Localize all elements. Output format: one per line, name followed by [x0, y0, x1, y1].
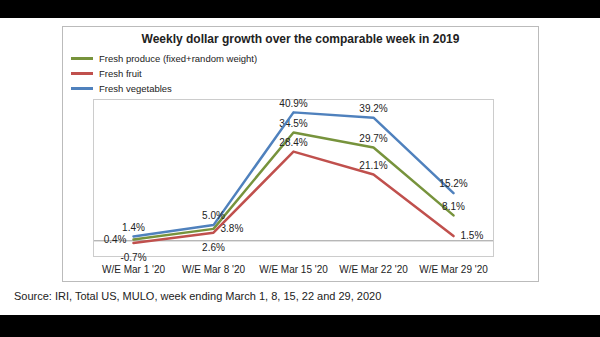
svg-text:40.9%: 40.9%: [279, 98, 307, 109]
svg-text:8.1%: 8.1%: [442, 201, 465, 212]
html-text:Fresh fruit: Fresh fruit: [99, 68, 142, 79]
svg-text:W/E Mar 29 '20: W/E Mar 29 '20: [419, 264, 488, 275]
svg-text:3.8%: 3.8%: [221, 223, 244, 234]
svg-text:2.6%: 2.6%: [202, 242, 225, 253]
svg-text:29.7%: 29.7%: [359, 133, 387, 144]
svg-text:1.5%: 1.5%: [461, 230, 484, 241]
html-text:Fresh produce (fixed+random we: Fresh produce (fixed+random weight): [99, 53, 258, 64]
svg-text:39.2%: 39.2%: [359, 103, 387, 114]
svg-text:34.5%: 34.5%: [279, 117, 308, 129]
svg-text:W/E Mar 15 '20: W/E Mar 15 '20: [259, 264, 328, 275]
html-text:Weekly dollar growth over the: Weekly dollar growth over the comparable…: [141, 32, 460, 46]
svg-text:W/E Mar 8 '20: W/E Mar 8 '20: [182, 264, 245, 275]
svg-text:W/E Mar 1 '20: W/E Mar 1 '20: [102, 264, 165, 275]
svg-text:21.1%: 21.1%: [359, 160, 387, 171]
html-text:Fresh vegetables: Fresh vegetables: [99, 83, 172, 94]
svg-text:-0.7%: -0.7%: [120, 252, 146, 263]
svg-text:5.0%: 5.0%: [202, 210, 225, 221]
svg-text:W/E Mar 22 '20: W/E Mar 22 '20: [339, 264, 408, 275]
svg-text:1.4%: 1.4%: [122, 222, 145, 233]
svg-text:0.4%: 0.4%: [104, 234, 127, 245]
svg-text:28.4%: 28.4%: [279, 137, 307, 148]
svg-text:15.2%: 15.2%: [439, 178, 467, 189]
html-text:Source: IRI, Total US, MULO, w: Source: IRI, Total US, MULO, week ending…: [14, 290, 382, 302]
